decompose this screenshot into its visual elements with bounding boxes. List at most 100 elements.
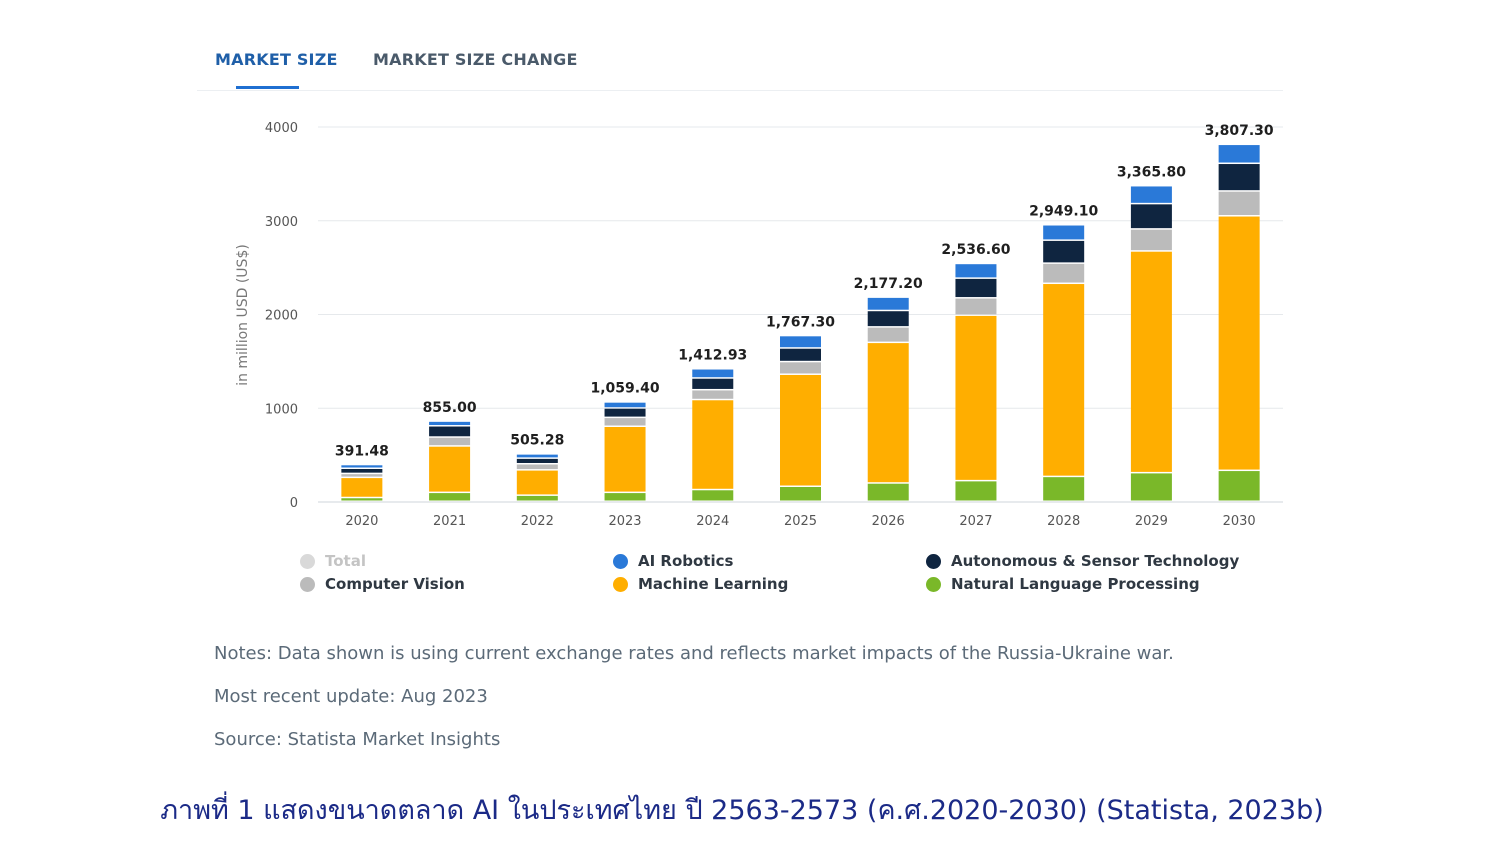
bar-segment xyxy=(604,402,646,408)
y-tick-label: 2000 xyxy=(265,309,298,324)
legend-dot-autonomous-sensor xyxy=(926,553,941,569)
bar-total-label: 2,177.20 xyxy=(854,276,923,292)
legend-item-autonomous-sensor[interactable]: Autonomous & Sensor Technology xyxy=(926,552,1239,570)
bar-segment xyxy=(955,481,997,501)
legend-label-total: Total xyxy=(325,552,366,570)
bar-segment xyxy=(1130,204,1172,229)
x-tick-label: 2024 xyxy=(696,514,729,529)
bar-segment xyxy=(604,418,646,426)
bar-segment xyxy=(604,427,646,492)
bar-segment xyxy=(955,278,997,298)
legend-item-computer-vision[interactable]: Computer Vision xyxy=(300,575,465,593)
bar-segment xyxy=(1043,240,1085,263)
legend-item-total[interactable]: Total xyxy=(300,552,366,570)
legend-label-autonomous-sensor: Autonomous & Sensor Technology xyxy=(951,552,1240,570)
y-tick-label: 0 xyxy=(290,496,298,511)
bar-total-label: 505.28 xyxy=(510,433,564,449)
bar-segment xyxy=(780,374,821,486)
y-tick-label: 4000 xyxy=(265,121,298,136)
legend-label-ai-robotics: AI Robotics xyxy=(638,552,734,570)
bar-segment xyxy=(1130,251,1172,472)
tab-market-size[interactable]: MARKET SIZE xyxy=(215,50,338,69)
legend-dot-ai-robotics xyxy=(613,553,628,569)
tab-market-size-change[interactable]: MARKET SIZE CHANGE xyxy=(373,50,578,69)
bar-total-label: 3,365.80 xyxy=(1117,164,1186,180)
bar-segment xyxy=(1130,473,1172,501)
bar-segment xyxy=(429,446,471,492)
bar-segment xyxy=(341,474,383,477)
bar-total-label: 1,767.30 xyxy=(766,314,835,330)
x-tick-label: 2023 xyxy=(608,514,641,529)
source-text: Source: Statista Market Insights xyxy=(214,729,501,750)
bar-total-label: 2,949.10 xyxy=(1029,204,1098,220)
bar-total-label: 2,536.60 xyxy=(941,242,1010,258)
bar-segment xyxy=(1218,471,1260,501)
bar-segment xyxy=(955,298,997,315)
legend-label-computer-vision: Computer Vision xyxy=(325,575,465,593)
bar-segment xyxy=(1218,191,1260,216)
stacked-bar-chart: 0 1000 2000 3000 4000 in million USD (US$) 391… xyxy=(235,121,1283,529)
bar-segment xyxy=(1130,229,1172,251)
bar-segment xyxy=(955,264,997,278)
x-tick-label: 2029 xyxy=(1135,514,1168,529)
bar-segment xyxy=(1218,164,1260,191)
x-tick-label: 2022 xyxy=(521,514,554,529)
legend-item-ai-robotics[interactable]: AI Robotics xyxy=(613,552,733,570)
bar-segment xyxy=(516,495,558,501)
bar-total-label: 391.48 xyxy=(335,443,389,459)
bar-segment xyxy=(692,490,734,501)
legend-item-machine-learning[interactable]: Machine Learning xyxy=(613,575,788,593)
chart-tabs: MARKET SIZE MARKET SIZE CHANGE xyxy=(197,40,1283,91)
bar-segment xyxy=(867,311,909,327)
legend-item-nlp[interactable]: Natural Language Processing xyxy=(926,575,1200,593)
bar-segment xyxy=(692,369,734,378)
y-tick-label: 1000 xyxy=(265,402,298,417)
bar-segment xyxy=(867,483,909,501)
bar-segment xyxy=(1043,225,1085,240)
bar-segment xyxy=(1218,216,1260,470)
x-tick-label: 2027 xyxy=(959,514,992,529)
bar-total-label: 1,412.93 xyxy=(678,348,747,364)
bar-segment xyxy=(692,378,734,389)
x-tick-label: 2030 xyxy=(1223,514,1256,529)
update-text: Most recent update: Aug 2023 xyxy=(214,686,488,707)
bar-segment xyxy=(1043,263,1085,283)
x-tick-label: 2020 xyxy=(345,514,378,529)
legend-dot-machine-learning xyxy=(613,576,628,592)
bar-segment xyxy=(1218,145,1260,163)
y-axis-label: in million USD (US$) xyxy=(235,244,251,386)
bar-segment xyxy=(429,437,471,446)
x-tick-label: 2026 xyxy=(872,514,905,529)
x-tick-label: 2025 xyxy=(784,514,817,529)
bar-total-label: 1,059.40 xyxy=(590,381,659,397)
bar-segment xyxy=(341,498,383,501)
bar-segment xyxy=(604,408,646,417)
legend-dot-total xyxy=(300,553,315,569)
bar-segment xyxy=(780,362,821,374)
legend-dot-nlp xyxy=(926,576,941,592)
bar-segment xyxy=(1043,477,1085,501)
chart-legend: Total AI Robotics Autonomous & Sensor Te… xyxy=(300,552,1300,602)
bar-segment xyxy=(692,400,734,489)
x-tick-label: 2021 xyxy=(433,514,466,529)
legend-label-nlp: Natural Language Processing xyxy=(951,575,1200,593)
figure-caption: ภาพที่ 1 แสดงขนาดตลาด AI ในประเทศไทย ปี … xyxy=(160,795,1324,826)
bar-segment xyxy=(867,297,909,310)
bar-segment xyxy=(429,426,471,437)
bar-segment xyxy=(867,343,909,483)
bar-segment xyxy=(780,336,821,348)
bar-segment xyxy=(604,493,646,501)
bar-segment xyxy=(516,458,558,463)
bar-total-label: 3,807.30 xyxy=(1205,123,1274,139)
bar-segment xyxy=(867,327,909,342)
x-tick-label: 2028 xyxy=(1047,514,1080,529)
legend-dot-computer-vision xyxy=(300,576,315,592)
bar-segment xyxy=(1043,284,1085,476)
bar-segment xyxy=(341,469,383,473)
bar-segment xyxy=(1130,186,1172,203)
bar-segment xyxy=(341,478,383,497)
notes-text: Notes: Data shown is using current excha… xyxy=(214,643,1174,664)
bar-segment xyxy=(780,348,821,361)
bar-segment xyxy=(692,390,734,399)
bar-segment xyxy=(429,421,471,426)
